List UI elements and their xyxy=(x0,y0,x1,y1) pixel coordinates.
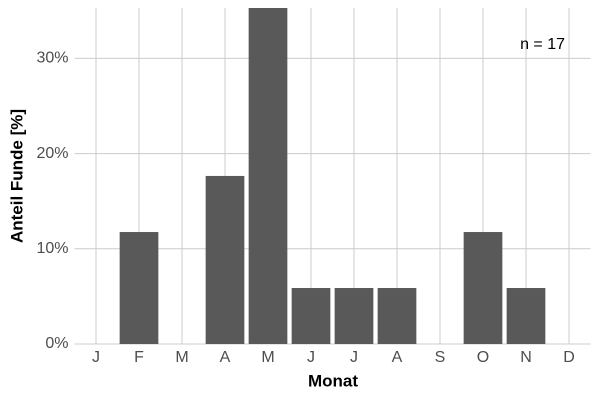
annotation: n = 17 xyxy=(520,36,565,53)
bar xyxy=(377,288,417,344)
x-tick-label: A xyxy=(220,349,231,366)
x-tick-label: J xyxy=(350,349,358,366)
y-tick-label: 30% xyxy=(36,50,68,67)
bar xyxy=(463,232,503,344)
bar xyxy=(291,288,331,344)
bar xyxy=(248,8,288,344)
x-tick-label: M xyxy=(261,349,274,366)
x-tick-label: S xyxy=(435,349,446,366)
bar xyxy=(205,175,245,344)
x-axis-title: Monat xyxy=(308,371,358,390)
y-tick-label: 10% xyxy=(36,240,68,257)
x-tick-label: J xyxy=(307,349,315,366)
x-tick-label: J xyxy=(92,349,100,366)
x-tick-label: F xyxy=(134,349,144,366)
bar xyxy=(119,232,159,344)
y-axis-title: Anteil Funde [%] xyxy=(7,109,26,243)
x-tick-label: N xyxy=(520,349,532,366)
y-tick-label: 20% xyxy=(36,145,68,162)
y-tick-label: 0% xyxy=(45,335,68,352)
bar xyxy=(506,288,546,344)
bar xyxy=(334,288,374,344)
x-tick-label: D xyxy=(563,349,575,366)
x-tick-label: O xyxy=(477,349,489,366)
x-tick-label: A xyxy=(392,349,403,366)
x-tick-label: M xyxy=(175,349,188,366)
